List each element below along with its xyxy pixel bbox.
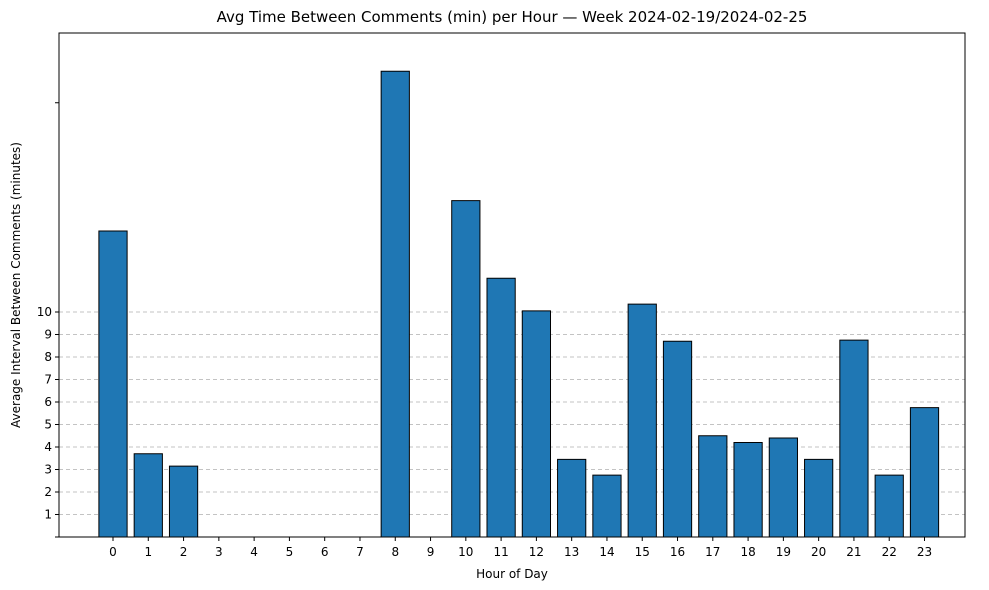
x-tick-label: 4 <box>250 545 258 559</box>
x-tick-label: 19 <box>776 545 791 559</box>
x-axis-label: Hour of Day <box>476 567 548 581</box>
chart-title: Avg Time Between Comments (min) per Hour… <box>217 8 808 26</box>
y-tick-label: 10 <box>37 305 52 319</box>
x-tick-label: 14 <box>599 545 614 559</box>
y-axis-label: Average Interval Between Comments (minut… <box>9 142 23 428</box>
grid-lines <box>59 311 965 515</box>
bar-hour-0 <box>98 230 128 538</box>
bar-hour-22 <box>874 474 904 538</box>
bar-hour-21 <box>839 339 869 538</box>
bar-hour-8 <box>380 70 410 538</box>
x-axis-ticks: 0 1 2 3 4 5 6 7 8 9 10 11 12 13 14 15 16 17 18 19 20 21 22 23 <box>109 537 932 559</box>
x-tick-label: 9 <box>427 545 435 559</box>
y-tick-label: 9 <box>44 328 52 342</box>
x-tick-label: 23 <box>917 545 932 559</box>
x-tick-label: 17 <box>705 545 720 559</box>
bar-hour-15 <box>627 303 657 538</box>
x-tick-label: 18 <box>740 545 755 559</box>
x-tick-label: 10 <box>458 545 473 559</box>
y-tick-label: 3 <box>44 463 52 477</box>
bar-hour-16 <box>662 340 693 538</box>
bar-hour-2 <box>168 465 199 538</box>
x-tick-label: 8 <box>391 545 399 559</box>
bar-hour-10 <box>451 200 481 538</box>
x-tick-label: 12 <box>529 545 544 559</box>
y-tick-label: 6 <box>44 395 52 409</box>
x-tick-label: 15 <box>635 545 650 559</box>
y-tick-label: 1 <box>44 508 52 522</box>
bars <box>98 70 940 538</box>
x-tick-label: 11 <box>493 545 508 559</box>
y-tick-label: 5 <box>44 418 52 432</box>
x-tick-label: 5 <box>286 545 294 559</box>
x-tick-label: 13 <box>564 545 579 559</box>
x-tick-label: 7 <box>356 545 364 559</box>
bar-hour-13 <box>557 458 587 538</box>
x-tick-label: 3 <box>215 545 223 559</box>
x-tick-label: 20 <box>811 545 826 559</box>
x-tick-label: 1 <box>144 545 152 559</box>
bar-hour-23 <box>909 407 940 538</box>
y-axis-ticks: 1 2 3 4 5 6 7 8 9 10 <box>37 102 59 538</box>
x-tick-label: 21 <box>846 545 861 559</box>
bar-hour-18 <box>733 442 763 538</box>
bar-hour-14 <box>592 474 622 538</box>
x-tick-label: 16 <box>670 545 685 559</box>
x-tick-label: 6 <box>321 545 329 559</box>
x-tick-label: 2 <box>180 545 188 559</box>
bar-hour-20 <box>804 458 834 538</box>
y-tick-label: 7 <box>44 373 52 387</box>
y-tick-label: 2 <box>44 485 52 499</box>
bar-hour-12 <box>521 310 552 538</box>
x-tick-label: 0 <box>109 545 117 559</box>
y-tick-label: 8 <box>44 350 52 364</box>
plot-frame <box>58 32 966 538</box>
bar-hour-17 <box>698 435 728 538</box>
bar-hour-11 <box>486 277 516 538</box>
y-tick-label: 4 <box>44 440 52 454</box>
bar-hour-1 <box>133 453 163 538</box>
x-tick-label: 22 <box>882 545 897 559</box>
bar-hour-19 <box>768 437 798 538</box>
